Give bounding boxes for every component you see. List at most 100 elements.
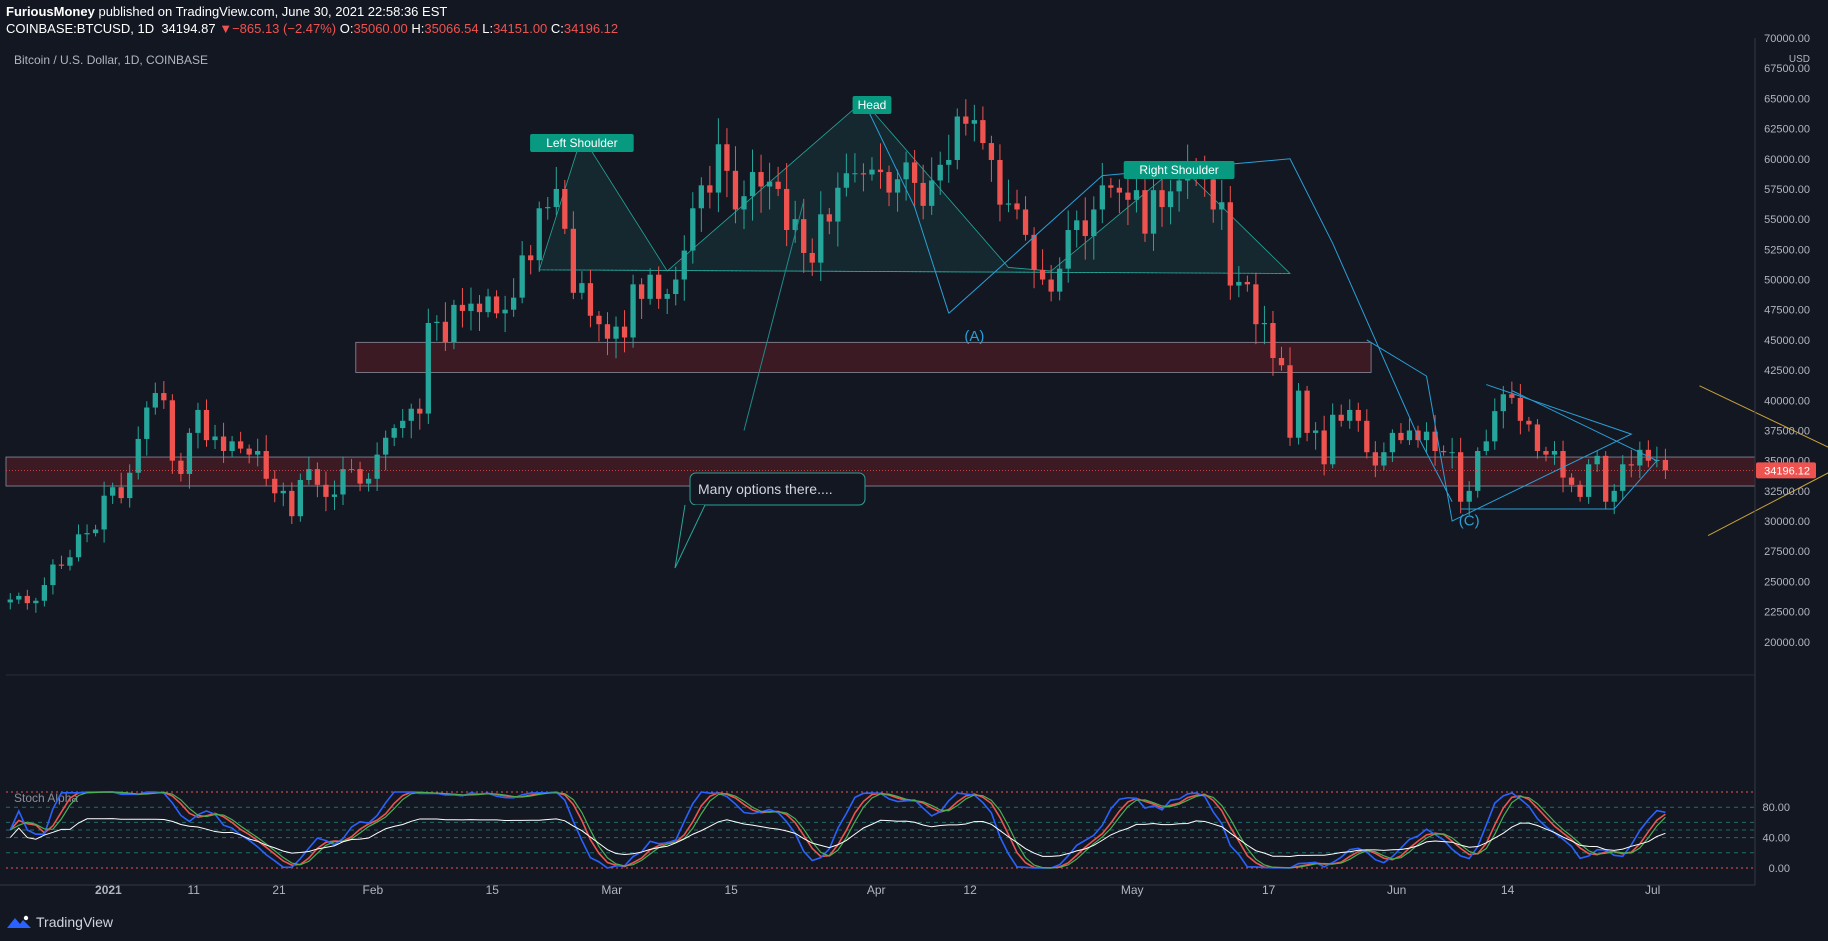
candle-body — [7, 599, 13, 603]
candle-body — [1321, 430, 1327, 465]
candle-body — [681, 250, 687, 280]
price-panel[interactable] — [5, 99, 1828, 613]
candle-body — [1159, 190, 1165, 208]
candle-body — [1611, 490, 1617, 502]
candle-body — [1082, 220, 1088, 237]
y-tick-label: 20000.00 — [1764, 637, 1810, 649]
right-shoulder-label-bg — [1123, 161, 1235, 179]
candle-body — [58, 564, 65, 566]
y-tick-label: 67500.00 — [1764, 63, 1810, 75]
callout-text: Many options there.... — [698, 481, 833, 497]
candle-body — [1517, 397, 1524, 421]
candle-body — [263, 451, 269, 479]
candle-body — [1022, 209, 1029, 235]
candle-body — [724, 144, 730, 171]
candle-body — [1227, 202, 1233, 286]
candle-body — [1620, 464, 1626, 491]
candle-body — [1432, 431, 1438, 452]
candle-body — [784, 188, 790, 231]
callout-box — [689, 472, 866, 506]
wave-c-line — [948, 158, 1453, 502]
candle-body — [1048, 279, 1054, 292]
candle-body — [988, 143, 995, 160]
stoch-w-line — [9, 818, 1666, 857]
candle-body — [647, 274, 653, 299]
candle-body — [1585, 464, 1592, 497]
candle-body — [775, 181, 781, 189]
osc-tick-label: 0.00 — [1769, 863, 1790, 875]
candle-body — [903, 162, 909, 180]
candle-body — [1014, 203, 1020, 210]
candle-body — [758, 172, 764, 187]
candle-body — [485, 296, 491, 313]
y-tick-label: 50000.00 — [1764, 275, 1810, 287]
candle-body — [152, 393, 158, 408]
candle-body — [1270, 322, 1276, 359]
candle-body — [493, 296, 500, 314]
x-tick-label: 21 — [272, 883, 286, 897]
candle-body — [1551, 451, 1558, 455]
candle-body — [1449, 452, 1455, 454]
x-tick-label: Feb — [363, 883, 384, 897]
osc-title: Stoch Alpha — [14, 791, 78, 805]
x-tick-label: 15 — [486, 883, 500, 897]
y-tick-label: 45000.00 — [1764, 335, 1810, 347]
y-tick-label: 65000.00 — [1764, 93, 1810, 105]
candle-body — [1057, 268, 1063, 292]
candle-body — [963, 116, 969, 124]
candle-body — [92, 529, 99, 534]
x-tick-label: May — [1121, 883, 1144, 897]
candle-body — [1261, 322, 1268, 325]
tradingview-logo[interactable]: TradingView — [6, 914, 113, 930]
neckline — [539, 269, 1291, 274]
close-value: 34196.12 — [563, 21, 619, 36]
candle-body — [297, 479, 303, 517]
symbol-label: COINBASE:BTCUSD, 1D — [6, 21, 155, 36]
y-tick-label: 40000.00 — [1764, 395, 1810, 407]
candle-body — [690, 208, 696, 251]
candle-body — [1278, 358, 1285, 366]
candle-body — [357, 469, 363, 484]
candle-body — [1509, 394, 1515, 398]
candle-body — [289, 490, 295, 517]
triangle-lower-line — [1707, 472, 1828, 536]
candle-body — [348, 469, 355, 471]
candle-body — [246, 448, 252, 455]
candle-body — [1534, 424, 1541, 452]
candle-body — [1355, 409, 1361, 421]
wave-triangle-line — [1366, 339, 1633, 522]
y-tick-label: 60000.00 — [1764, 154, 1810, 166]
wave-channel-line — [1460, 390, 1658, 510]
x-tick-label: 17 — [1262, 883, 1276, 897]
head-label-bg — [852, 96, 892, 114]
left-shoulder-label: Left Shoulder — [546, 136, 617, 150]
candle-body — [1244, 281, 1251, 285]
candle-body — [937, 164, 943, 181]
candle-body — [869, 169, 875, 175]
candle-body — [604, 324, 611, 339]
author-name[interactable]: FuriousMoney — [6, 4, 95, 19]
candle-body — [826, 214, 832, 222]
candle-body — [1312, 430, 1319, 433]
candle-body — [1031, 234, 1037, 270]
candle-body — [1577, 484, 1583, 497]
candle-body — [792, 219, 798, 231]
candle-body — [1628, 464, 1634, 466]
candle-body — [997, 159, 1003, 205]
candle-body — [1483, 441, 1489, 452]
candle-body — [33, 600, 39, 604]
change-arrow-icon: ▼ — [219, 21, 233, 36]
candle-body — [1304, 390, 1310, 433]
candle-body — [186, 432, 193, 474]
candle-body — [169, 400, 176, 461]
candle-body — [1253, 284, 1259, 325]
currency-label: USD — [1789, 54, 1810, 65]
y-tick-label: 57500.00 — [1764, 184, 1810, 196]
chart-title: Bitcoin / U.S. Dollar, 1D, COINBASE — [14, 53, 208, 67]
candle-body — [1347, 409, 1353, 421]
candle-body — [536, 208, 542, 261]
candle-body — [673, 279, 679, 295]
price-change: −865.13 (−2.47%) — [232, 21, 337, 36]
axes: Bitcoin / U.S. Dollar, 1D, COINBASE 20000… — [0, 33, 1816, 897]
